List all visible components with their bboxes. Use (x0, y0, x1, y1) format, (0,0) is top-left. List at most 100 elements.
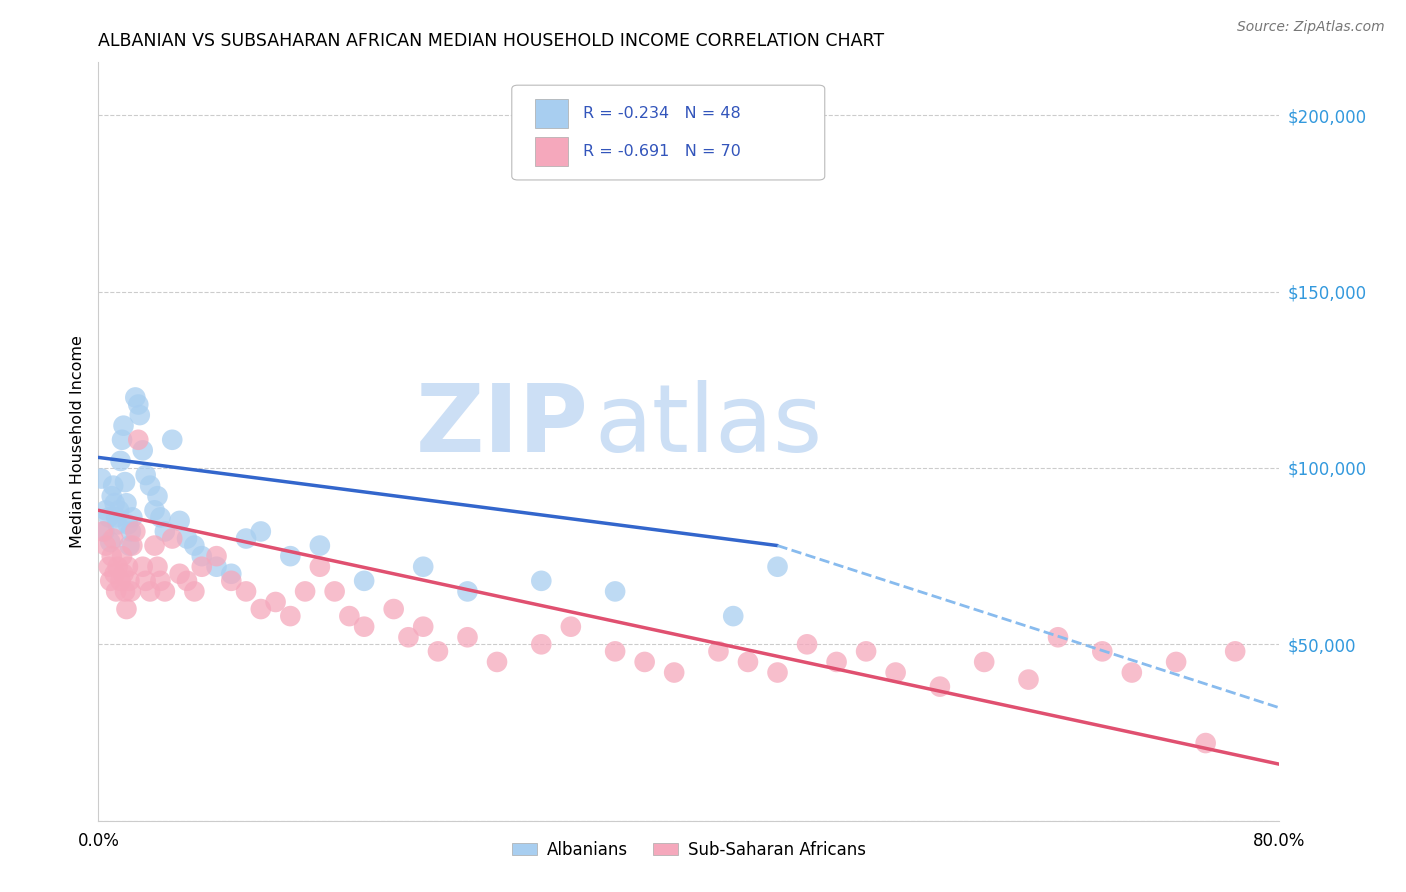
Point (855, 644, 877, 658)
Point (94, 503, 117, 517)
Legend: Albanians, Sub-Saharan Africans: Albanians, Sub-Saharan Africans (505, 834, 873, 865)
Point (105, 584, 128, 599)
Point (162, 433, 183, 447)
Point (235, 584, 257, 599)
Point (235, 532, 257, 546)
Point (135, 574, 157, 588)
Point (323, 584, 346, 599)
Point (127, 433, 149, 447)
Point (427, 644, 450, 658)
Point (132, 443, 155, 458)
Text: atlas: atlas (595, 380, 823, 473)
Point (90, 472, 112, 486)
Point (457, 584, 479, 599)
Point (176, 574, 198, 588)
Point (107, 559, 129, 574)
Point (353, 620, 375, 634)
Point (104, 566, 127, 581)
Point (135, 468, 157, 483)
Point (108, 503, 131, 517)
Point (737, 655, 759, 669)
Point (796, 637, 818, 651)
Point (114, 584, 136, 599)
Point (723, 609, 745, 624)
Point (104, 496, 127, 510)
Text: Source: ZipAtlas.com: Source: ZipAtlas.com (1237, 20, 1385, 34)
Text: ALBANIAN VS SUBSAHARAN AFRICAN MEDIAN HOUSEHOLD INCOME CORRELATION CHART: ALBANIAN VS SUBSAHARAN AFRICAN MEDIAN HO… (98, 32, 884, 50)
Point (294, 584, 316, 599)
Point (486, 655, 509, 669)
Point (169, 514, 191, 528)
Point (112, 418, 135, 433)
Point (103, 478, 125, 492)
Point (93, 524, 115, 539)
Point (117, 517, 139, 532)
Point (205, 549, 228, 563)
Point (605, 644, 627, 658)
Point (353, 574, 375, 588)
Point (1195, 736, 1218, 750)
Point (110, 574, 132, 588)
Point (100, 489, 122, 503)
Point (183, 584, 205, 599)
Point (121, 539, 143, 553)
FancyBboxPatch shape (536, 99, 568, 128)
Point (97, 559, 120, 574)
Point (766, 559, 789, 574)
Point (107, 517, 129, 532)
Point (191, 559, 214, 574)
Point (149, 574, 172, 588)
Point (118, 574, 141, 588)
Point (250, 524, 273, 539)
Point (191, 549, 214, 563)
Point (560, 620, 582, 634)
Point (766, 665, 789, 680)
Point (105, 510, 128, 524)
Point (309, 539, 332, 553)
Point (530, 574, 553, 588)
Text: ZIP: ZIP (416, 380, 589, 473)
Point (309, 559, 332, 574)
Point (112, 566, 135, 581)
Point (124, 524, 146, 539)
Point (169, 566, 191, 581)
Point (132, 559, 155, 574)
Point (91, 524, 114, 539)
Point (97, 510, 120, 524)
Point (100, 549, 122, 563)
Point (111, 549, 134, 563)
Point (205, 559, 228, 574)
Point (94, 539, 117, 553)
Point (412, 559, 434, 574)
Point (114, 475, 136, 489)
Point (139, 584, 162, 599)
FancyBboxPatch shape (536, 136, 568, 166)
Point (884, 665, 907, 680)
Point (605, 584, 627, 599)
Point (128, 408, 150, 422)
Point (634, 655, 657, 669)
Point (183, 539, 205, 553)
Point (103, 532, 125, 546)
Point (115, 496, 138, 510)
Point (398, 630, 420, 644)
FancyBboxPatch shape (512, 85, 825, 180)
Point (117, 559, 139, 574)
Point (98, 574, 121, 588)
Point (153, 524, 176, 539)
Y-axis label: Median Household Income: Median Household Income (69, 335, 84, 548)
Point (264, 595, 287, 609)
Point (1046, 630, 1070, 644)
Point (121, 510, 143, 524)
Point (250, 602, 273, 616)
Point (143, 503, 166, 517)
Point (1166, 655, 1188, 669)
Point (118, 539, 141, 553)
Point (124, 391, 146, 405)
Text: R = -0.234   N = 48: R = -0.234 N = 48 (582, 106, 741, 120)
Point (143, 539, 166, 553)
Point (149, 510, 172, 524)
Point (1091, 644, 1114, 658)
Point (110, 454, 132, 468)
Text: R = -0.691   N = 70: R = -0.691 N = 70 (582, 144, 741, 159)
